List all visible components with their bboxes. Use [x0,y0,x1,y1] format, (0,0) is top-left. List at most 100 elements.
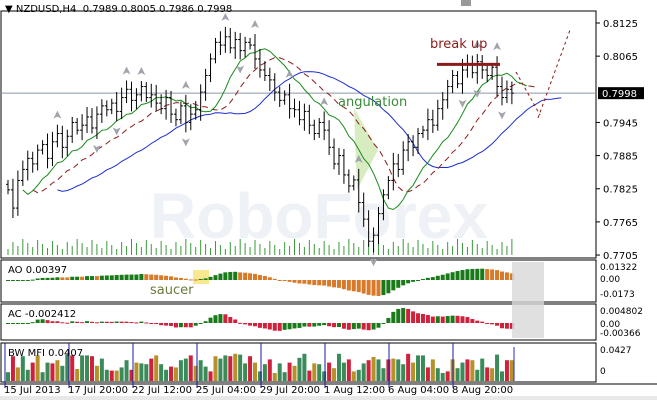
mfi-bar [6,372,10,381]
ac-bar [302,323,307,327]
price-bar [376,206,381,244]
mfi-bar [322,371,327,381]
ac-bar [198,323,203,324]
ao-bar [322,280,327,286]
ac-bar [233,319,238,323]
mfi-bar [504,360,509,381]
fractal-down-icon [473,89,482,98]
ac-bar [35,319,40,323]
price-bar [50,131,55,167]
ac-bar [376,323,381,328]
price-bar [282,90,287,105]
mfi-bar [109,370,114,381]
ao-bar [223,272,228,280]
mfi-bar [134,362,139,381]
price-bar [25,150,30,181]
ao-bar [475,268,480,280]
fractal-up-icon [221,12,230,21]
ao-bar [193,279,198,281]
price-bar [223,26,228,53]
ac-bar [386,317,391,323]
fractal-up-icon [122,66,131,75]
mfi-label: BW MFI 0.0407 [8,348,84,359]
ac-bar [371,323,376,330]
ao-bar [30,279,35,281]
ac-bar [317,323,322,326]
mfi-bar [460,362,465,381]
mfi-bar [297,357,302,381]
price-bar [139,81,144,102]
ac-bar [104,321,109,323]
ao-bar [460,270,465,280]
time-tick-label: 22 Jul 12:00 [132,385,192,396]
fractal-down-icon [181,138,190,147]
break-up-annotation: break up [430,37,488,52]
price-bar [238,32,243,60]
ao-bar [25,280,30,281]
ao-bar [75,276,80,280]
ao-tick: 0.01322 [600,263,638,273]
price-bar [89,108,94,134]
fractal-down-icon [92,145,101,154]
mfi-bar [371,357,376,381]
price-bar [327,120,332,156]
angulation-annotation: angulation [338,95,408,110]
price-bar [450,69,455,94]
price-bar [159,94,164,115]
mfi-bar [243,363,248,381]
fractal-up-icon [285,69,294,78]
ao-bar [435,275,440,280]
mfi-bar [495,354,500,381]
ac-bar [50,321,55,323]
price-bar [312,119,317,141]
mfi-bar [159,364,164,381]
ao-bar [336,280,341,288]
ao-bar [465,269,470,280]
time-tick-label: 17 Jul 20:00 [68,385,128,396]
ac-bar [139,321,144,323]
time-tick-label: 8 Aug 20:00 [452,385,514,396]
price-bar [60,125,65,159]
mfi-bar [164,369,169,381]
price-bar [55,124,60,148]
ac-bar [85,321,90,323]
ac-bar [292,323,297,329]
ao-bar [272,278,277,280]
ao-bar [213,275,218,280]
price-bar [317,118,322,138]
price-bar [381,189,386,221]
mfi-bar [287,362,292,381]
fractal-down-icon [369,258,378,267]
mfi-bar [223,355,228,381]
ao-bar [60,277,65,280]
ao-bar [45,277,50,280]
mfi-bar [317,364,322,381]
ao-bar [420,278,425,280]
fractal-up-icon [181,80,190,89]
ac-bar [6,323,10,324]
price-bar [30,151,35,173]
ao-bar [243,272,248,280]
ac-bar [416,313,421,323]
mfi-bar [208,371,213,381]
ac-bar [430,316,435,323]
ao-bar [109,275,114,280]
ao-bar [485,269,490,280]
ao-bar [425,277,430,280]
mfi-bar [65,354,70,381]
ao-bar [262,276,267,280]
price-bar [178,101,183,125]
mfi-bar [346,359,351,381]
mfi-bar [366,360,371,381]
mfi-bar [114,370,119,381]
price-bar [154,84,159,111]
mfi-bar [411,362,416,381]
ao-bar [94,276,99,280]
collapse-arrow-icon[interactable]: ▼ [5,4,13,15]
price-bar [262,61,267,82]
mfi-bar [332,368,337,381]
price-bar [10,178,15,219]
ao-bar [361,280,366,294]
price-bar [208,53,213,83]
